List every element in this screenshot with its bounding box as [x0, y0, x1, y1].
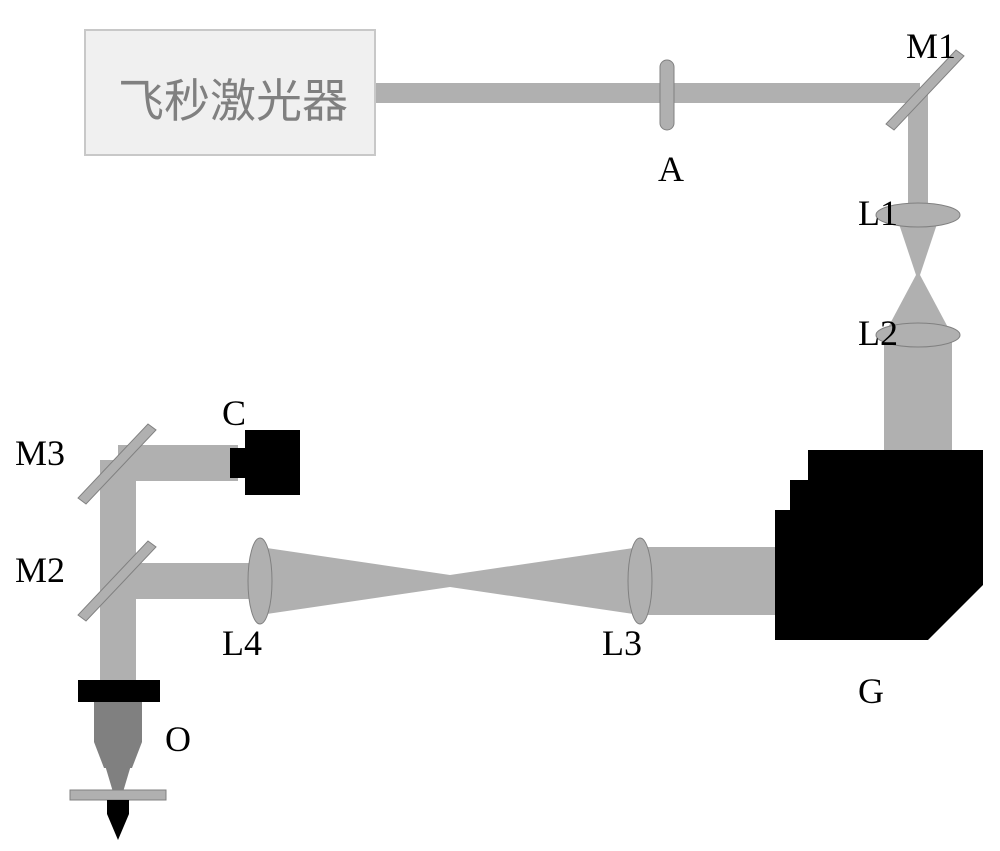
objective-o — [70, 680, 166, 840]
beam-l3-focus — [450, 547, 640, 615]
attenuator-a — [660, 60, 674, 130]
label-o: O — [165, 718, 191, 760]
camera-c — [230, 430, 300, 495]
label-m2: M2 — [15, 549, 65, 591]
source-label: 飞秒激光器 — [118, 65, 348, 131]
beam-source-m1 — [360, 83, 920, 103]
lens-l4 — [248, 538, 272, 624]
label-a: A — [658, 148, 684, 190]
lens-l3 — [628, 538, 652, 624]
label-l3: L3 — [602, 622, 642, 664]
label-c: C — [222, 392, 246, 434]
beam-focus-l4 — [260, 547, 450, 615]
label-l1: L1 — [858, 192, 898, 234]
galvo-g — [775, 450, 983, 640]
label-m1: M1 — [906, 25, 956, 67]
label-m3: M3 — [15, 432, 65, 474]
label-l4: L4 — [222, 622, 262, 664]
label-l2: L2 — [858, 312, 898, 354]
label-g: G — [858, 670, 884, 712]
